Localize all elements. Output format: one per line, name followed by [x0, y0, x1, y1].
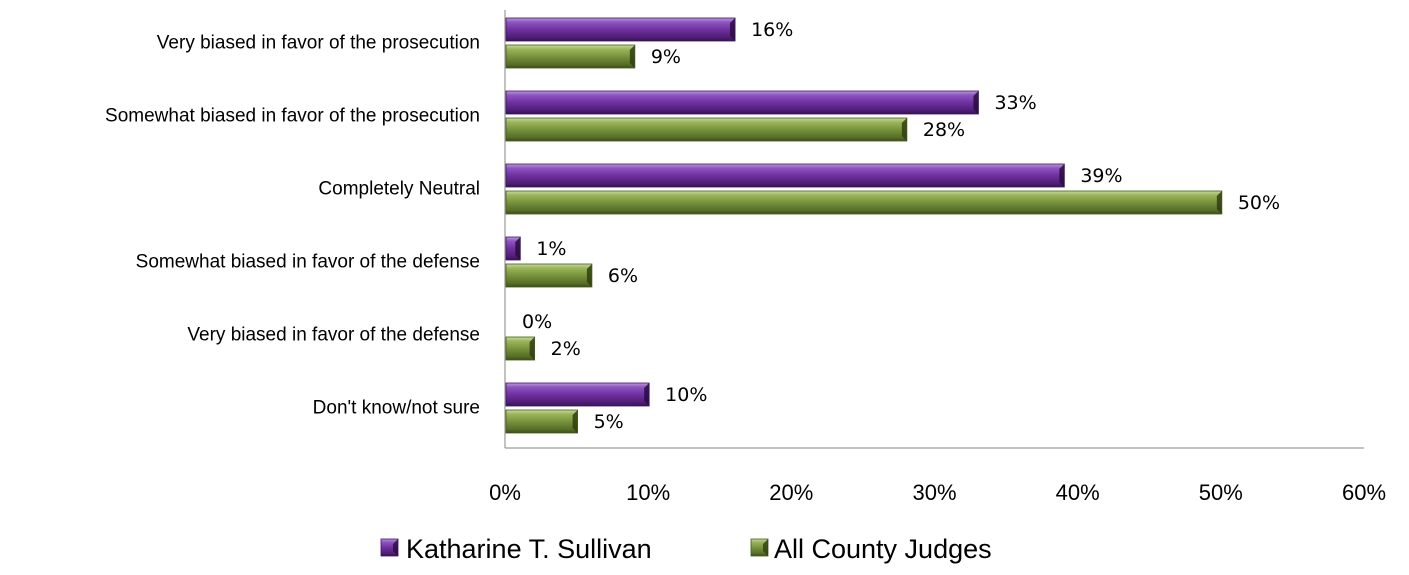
- bar-katharine-t-sullivan-6-body: [506, 383, 650, 406]
- bar-all-county-judges-4-outline: [505, 263, 593, 288]
- x-tick-label-5: 40%: [1056, 480, 1100, 505]
- bar-all-county-judges-1: [505, 44, 636, 69]
- bar-all-county-judges-4-body: [506, 264, 592, 287]
- data-labels: 16% 33% 39% 1% 0% 10% 9% 28% 50% 6% 2% 5%: [522, 19, 1280, 433]
- bar-all-county-judges-6: [505, 409, 578, 434]
- category-label-4: Somewhat biased in favor of the defense: [136, 252, 480, 273]
- category-label-5: Very biased in favor of the defense: [187, 325, 480, 346]
- category-label-2: Somewhat biased in favor of the prosecut…: [105, 106, 480, 127]
- legend-swatch-bevel-katharine-t-sullivan: [393, 539, 398, 556]
- bar-katharine-t-sullivan-4-outline: [505, 236, 521, 261]
- x-axis-tick-labels: 0% 10% 20% 30% 40% 50% 60%: [489, 480, 1386, 505]
- bar-katharine-t-sullivan-1-outline: [505, 17, 736, 42]
- bar-all-county-judges-3: [505, 190, 1223, 215]
- bar-all-county-judges-3-bevel: [1216, 191, 1222, 214]
- bar-katharine-t-sullivan-4-bevel: [515, 237, 521, 260]
- data-label-all-county-judges-2: 28%: [923, 119, 965, 141]
- bar-all-county-judges-5-body: [506, 337, 535, 360]
- axes: [504, 10, 1364, 449]
- bar-katharine-t-sullivan-1: [505, 17, 736, 42]
- legend-label-katharine-t-sullivan: Katharine T. Sullivan: [406, 534, 652, 564]
- bar-all-county-judges-5-bevel: [529, 337, 535, 360]
- bar-katharine-t-sullivan-2-bevel: [973, 91, 979, 114]
- data-label-katharine-t-sullivan-3: 39%: [1080, 165, 1122, 187]
- bar-all-county-judges-2-outline: [505, 117, 908, 142]
- bar-all-county-judges-3-body: [506, 191, 1222, 214]
- legend: Katharine T. Sullivan All County Judges: [380, 534, 992, 564]
- data-label-all-county-judges-6: 5%: [594, 411, 624, 433]
- data-label-katharine-t-sullivan-4: 1%: [536, 238, 566, 260]
- category-label-6: Don't know/not sure: [313, 398, 480, 419]
- legend-item-katharine-t-sullivan: Katharine T. Sullivan: [380, 534, 652, 564]
- bar-all-county-judges-2-body: [506, 118, 907, 141]
- bar-all-county-judges-5-outline: [505, 336, 536, 361]
- bar-katharine-t-sullivan-3-outline: [505, 163, 1065, 188]
- bar-katharine-t-sullivan-4: [505, 236, 521, 261]
- category-label-3: Completely Neutral: [318, 179, 480, 200]
- x-tick-label-1: 0%: [489, 480, 521, 505]
- x-tick-label-2: 10%: [626, 480, 670, 505]
- bar-katharine-t-sullivan-2: [505, 90, 979, 115]
- legend-item-all-county-judges: All County Judges: [750, 534, 992, 564]
- bar-all-county-judges-3-outline: [505, 190, 1223, 215]
- bar-all-county-judges-6-body: [506, 410, 578, 433]
- data-label-all-county-judges-1: 9%: [651, 46, 681, 68]
- bar-katharine-t-sullivan-6: [505, 382, 650, 407]
- bar-all-county-judges-4: [505, 263, 593, 288]
- data-label-katharine-t-sullivan-2: 33%: [994, 92, 1036, 114]
- x-tick-label-3: 20%: [769, 480, 813, 505]
- bar-katharine-t-sullivan-1-bevel: [730, 18, 736, 41]
- bar-all-county-judges-2: [505, 117, 908, 142]
- bar-katharine-t-sullivan-2-body: [506, 91, 979, 114]
- data-label-all-county-judges-4: 6%: [608, 265, 638, 287]
- x-tick-label-6: 50%: [1199, 480, 1243, 505]
- legend-label-all-county-judges: All County Judges: [774, 534, 992, 564]
- bars: [505, 17, 1223, 434]
- bar-katharine-t-sullivan-3-body: [506, 164, 1065, 187]
- bar-katharine-t-sullivan-6-bevel: [644, 383, 650, 406]
- bar-katharine-t-sullivan-2-outline: [505, 90, 979, 115]
- category-axis-labels: Very biased in favor of the prosecution S…: [105, 33, 480, 419]
- bar-katharine-t-sullivan-1-body: [506, 18, 736, 41]
- bar-katharine-t-sullivan-3: [505, 163, 1065, 188]
- data-label-katharine-t-sullivan-1: 16%: [751, 19, 793, 41]
- bar-all-county-judges-4-bevel: [586, 264, 592, 287]
- data-label-all-county-judges-3: 50%: [1238, 192, 1280, 214]
- x-tick-label-4: 30%: [912, 480, 956, 505]
- bar-all-county-judges-6-outline: [505, 409, 578, 434]
- bar-all-county-judges-5: [505, 336, 536, 361]
- bar-all-county-judges-1-outline: [505, 44, 636, 69]
- bar-all-county-judges-1-bevel: [629, 45, 635, 68]
- data-label-katharine-t-sullivan-5: 0%: [522, 311, 552, 333]
- bar-all-county-judges-6-bevel: [572, 410, 578, 433]
- category-label-1: Very biased in favor of the prosecution: [157, 33, 480, 54]
- bar-katharine-t-sullivan-3-bevel: [1059, 164, 1065, 187]
- legend-swatch-bevel-all-county-judges: [763, 539, 768, 556]
- bar-all-county-judges-2-bevel: [901, 118, 907, 141]
- bar-all-county-judges-1-body: [506, 45, 635, 68]
- x-tick-label-7: 60%: [1342, 480, 1386, 505]
- data-label-all-county-judges-5: 2%: [551, 338, 581, 360]
- bar-katharine-t-sullivan-6-outline: [505, 382, 650, 407]
- data-label-katharine-t-sullivan-6: 10%: [665, 384, 707, 406]
